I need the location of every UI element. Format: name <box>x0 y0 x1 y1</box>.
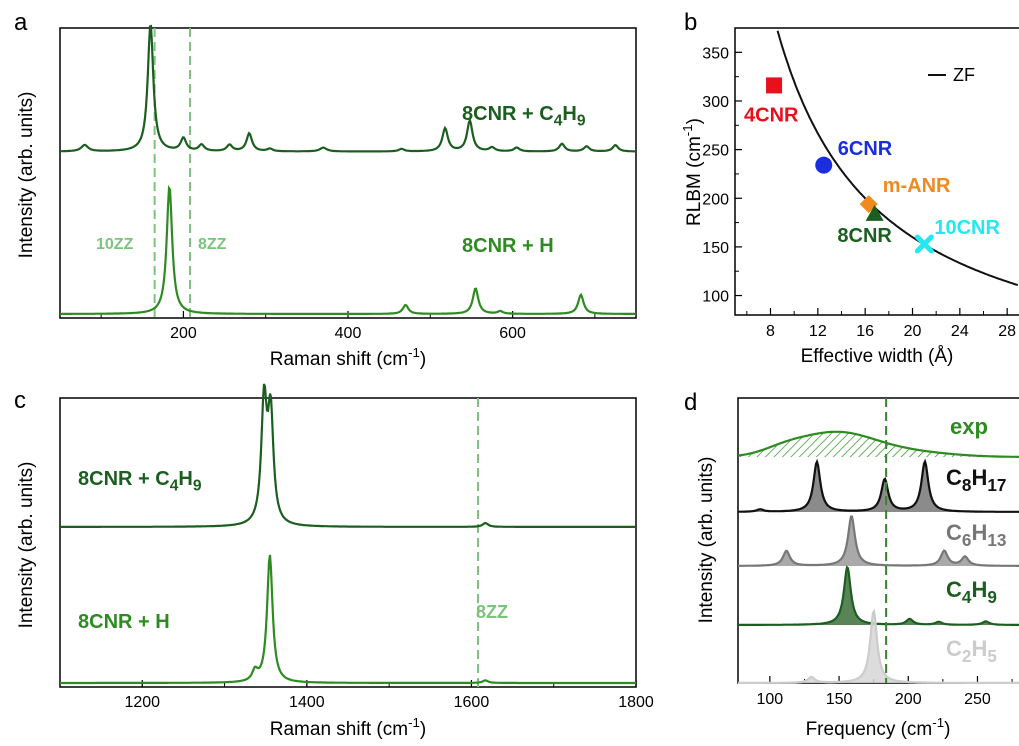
spectrum-c4h9 <box>60 24 636 153</box>
point-6cnr <box>815 156 833 174</box>
plot-frame <box>59 397 637 688</box>
spectrum-line <box>737 430 1019 458</box>
y-tick-label: 250 <box>702 143 729 160</box>
x-tick-label: 16 <box>856 323 874 340</box>
spectrum-c4h9 <box>60 383 636 528</box>
y-tick-label: 350 <box>702 45 729 62</box>
panel-a: 200 400 600 a Intensity (arb. units) Raman sh… <box>14 9 637 370</box>
ref-label-8zz: 8ZZ <box>476 602 508 622</box>
series-label: C2H5 <box>946 636 997 666</box>
x-tick-label: 1200 <box>124 694 160 711</box>
point-label: 4CNR <box>744 104 799 126</box>
panel-label-d: d <box>684 389 697 416</box>
plot-frame <box>734 27 1019 316</box>
x-axis-label: Frequency (cm-1) <box>806 715 951 740</box>
panel-label-a: a <box>14 9 28 36</box>
legend-label: ZF <box>953 65 975 85</box>
ref-label-10zz: 10ZZ <box>96 236 134 253</box>
panel-c: 1200 1400 1600 1800 c Intensity (arb. units) R… <box>14 383 654 740</box>
x-axis-label: Effective width (Å) <box>801 346 954 367</box>
zf-curve <box>776 30 1019 287</box>
y-axis-label: Intensity (arb. units) <box>16 462 37 629</box>
y-axis-label: Intensity (arb. units) <box>696 457 717 624</box>
x-tick-label: 28 <box>998 323 1016 340</box>
point-8cnr <box>865 204 884 221</box>
spectrum-line <box>738 515 1019 567</box>
y-axis-label: Intensity (arb. units) <box>16 92 37 259</box>
x-tick-label: 8 <box>766 323 775 340</box>
x-tick-label: 1800 <box>618 694 654 711</box>
x-axis-label: Raman shift (cm-1) <box>270 345 426 370</box>
point-label: 6CNR <box>838 138 893 160</box>
spectrum-line <box>738 608 1019 684</box>
x-tick-label: 1400 <box>289 694 325 711</box>
y-tick-label: 300 <box>702 94 729 111</box>
x-tick-label: 12 <box>809 323 827 340</box>
panel-d: 100 150 200 250 exp C8H17 C6H13 C4H9 C2H5 d Intens… <box>684 389 1019 740</box>
series-label: C4H9 <box>946 577 997 607</box>
x-tick-label: 600 <box>499 325 526 342</box>
spectrum-line <box>738 458 1019 513</box>
x-tick-label: 400 <box>335 325 362 342</box>
x-tick-label: 1600 <box>454 694 490 711</box>
series-label: C6H13 <box>946 520 1006 550</box>
plot-frame <box>59 27 637 319</box>
series-label: exp <box>950 414 988 439</box>
series-label: C8H17 <box>946 465 1006 495</box>
y-tick-label: 100 <box>702 289 729 306</box>
x-tick-label: 20 <box>904 323 922 340</box>
series-label-h: 8CNR + H <box>78 611 170 633</box>
series-label-h: 8CNR + H <box>462 235 554 257</box>
point-label: 10CNR <box>934 217 1000 239</box>
x-axis-label: Raman shift (cm-1) <box>270 715 426 740</box>
x-tick-label: 100 <box>756 691 783 708</box>
series-label-c4h9: 8CNR + C4H9 <box>462 103 586 130</box>
point-4cnr <box>766 77 783 94</box>
panel-label-b: b <box>684 9 697 36</box>
spectrum-fill <box>738 611 1019 683</box>
spectrum-fill <box>738 431 1019 457</box>
x-tick-label: 200 <box>170 325 197 342</box>
x-tick-label: 250 <box>964 691 991 708</box>
ref-label-8zz: 8ZZ <box>198 236 227 253</box>
y-tick-label: 150 <box>702 240 729 257</box>
y-tick-label: 200 <box>702 191 729 208</box>
panel-label-c: c <box>14 387 26 414</box>
point-10cnr <box>914 234 934 254</box>
spectrum-h <box>60 185 636 315</box>
y-axis-label: RLBM (cm-1) <box>680 118 705 226</box>
spectrum-h <box>60 554 636 685</box>
point-label: 8CNR <box>837 225 892 247</box>
point-label: m-ANR <box>883 175 951 197</box>
x-tick-label: 24 <box>951 323 969 340</box>
x-tick-label: 200 <box>895 691 922 708</box>
series-label-c4h9: 8CNR + C4H9 <box>78 468 202 495</box>
spectrum-line <box>738 565 1019 626</box>
panel-b: 8 12 16 20 24 28 100 150 200 250 300 350 ZF 4CNR 6CNR m… <box>680 9 1019 367</box>
x-tick-label: 150 <box>826 691 853 708</box>
